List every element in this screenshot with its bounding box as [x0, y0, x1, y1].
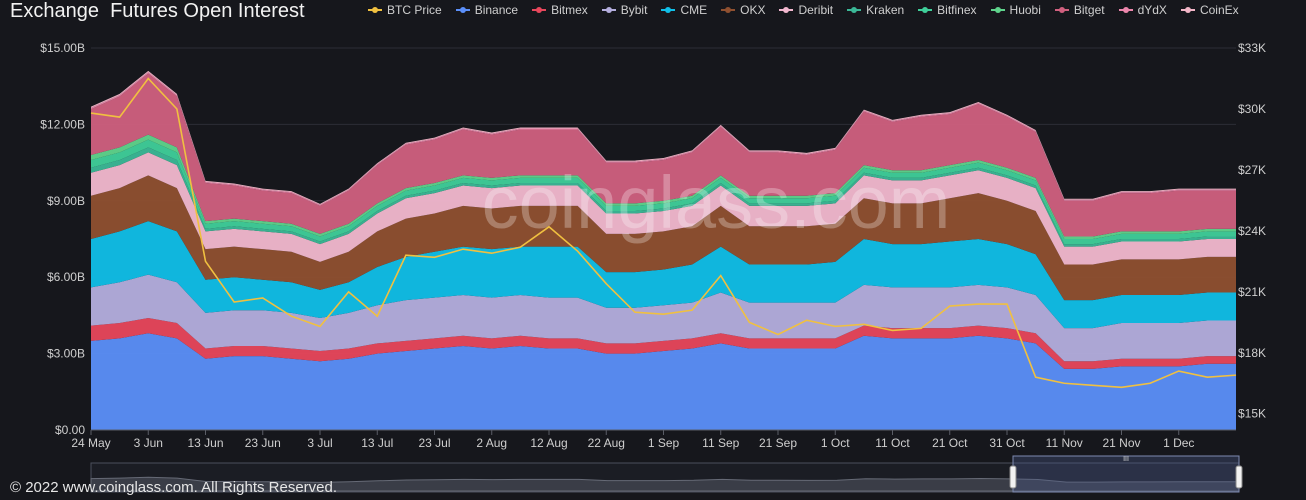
x-tick-label: 21 Oct	[932, 436, 968, 450]
legend-marker-icon	[601, 7, 616, 13]
x-tick-label: 31 Oct	[989, 436, 1025, 450]
btc-price-line	[90, 77, 1237, 389]
y-axis-left: $0.00 $3.00B $6.00B $9.00B $12.00B $15.00B	[40, 41, 85, 437]
legend-item-bitfinex[interactable]: Bitfinex	[918, 3, 977, 17]
legend-item-bitmex[interactable]: Bitmex	[532, 3, 588, 17]
y-tick-left: $12.00B	[40, 117, 85, 131]
navigator-drag-handle[interactable]: III	[1123, 456, 1129, 463]
legend-marker-icon	[1118, 7, 1133, 13]
legend-marker-icon	[455, 7, 470, 13]
x-tick-label: 11 Sep	[702, 436, 739, 450]
x-tick-label: 23 Jul	[418, 436, 450, 450]
y-tick-left: $6.00B	[47, 270, 85, 284]
x-tick-label: 12 Aug	[530, 436, 567, 450]
legend-label: Bybit	[620, 3, 648, 17]
area-cme	[91, 221, 1236, 329]
legend-label: Bitget	[1073, 3, 1105, 17]
legend-label: OKX	[740, 3, 766, 17]
legend-label: dYdX	[1137, 3, 1167, 17]
y-tick-right: $21K	[1238, 285, 1266, 299]
area-okx	[91, 175, 1236, 301]
legend-marker-icon	[721, 7, 736, 13]
legend-label: Bitmex	[551, 3, 588, 17]
legend-marker-icon	[532, 7, 547, 13]
legend-item-okx[interactable]: OKX	[721, 3, 765, 17]
chart-title: Exchange Futures Open Interest	[10, 0, 305, 22]
x-tick-label: 13 Jul	[361, 436, 393, 450]
legend-label: BTC Price	[387, 3, 442, 17]
legend-label: Binance	[474, 3, 519, 17]
legend-marker-icon	[1054, 7, 1069, 13]
navigator-left-handle[interactable]	[1009, 465, 1017, 489]
x-tick-label: 22 Aug	[588, 436, 625, 450]
y-tick-right: $33K	[1238, 41, 1266, 55]
legend-marker-icon	[779, 7, 794, 13]
legend-item-btc-price[interactable]: BTC Price	[368, 3, 442, 17]
area-dydx	[91, 72, 1236, 206]
legend-item-dydx[interactable]: dYdX	[1118, 3, 1167, 17]
area-bybit	[91, 274, 1236, 362]
legend-item-kraken[interactable]: Kraken	[847, 3, 904, 17]
legend-marker-icon	[1180, 7, 1195, 13]
legend-marker-icon	[918, 7, 933, 13]
legend-label: Huobi	[1009, 3, 1041, 17]
navigator-mini-series	[90, 476, 1240, 492]
navigator-right-handle[interactable]	[1235, 465, 1243, 489]
y-tick-right: $18K	[1238, 346, 1266, 360]
legend-marker-icon	[847, 7, 862, 13]
legend-label: CoinEx	[1199, 3, 1239, 17]
legend-label: Kraken	[866, 3, 905, 17]
watermark: coinglass.com	[482, 161, 951, 244]
legend-marker-icon	[661, 7, 676, 13]
y-tick-right: $27K	[1238, 163, 1266, 177]
legend-item-huobi[interactable]: Huobi	[990, 3, 1041, 17]
area-bitmex	[91, 317, 1236, 369]
legend-item-bybit[interactable]: Bybit	[601, 3, 648, 17]
area-deribit	[91, 152, 1236, 265]
x-tick-label: 11 Nov	[1046, 436, 1083, 450]
stacked-area-series	[91, 70, 1236, 430]
x-tick-label: 1 Oct	[821, 436, 850, 450]
y-tick-left: $0.00	[55, 423, 85, 437]
x-tick-label: 13 Jun	[187, 436, 223, 450]
range-navigator: III	[90, 455, 1243, 493]
legend-label: Deribit	[798, 3, 834, 17]
x-tick-label: 23 Jun	[245, 436, 281, 450]
legend-item-deribit[interactable]: Deribit	[779, 3, 833, 17]
y-tick-left: $9.00B	[47, 194, 85, 208]
y-tick-right: $24K	[1238, 224, 1266, 238]
y-axis-right: $15K $18K $21K $24K $27K $30K $33K	[1238, 41, 1266, 421]
y-tick-right: $15K	[1238, 407, 1266, 421]
legend-item-coinex[interactable]: CoinEx	[1180, 3, 1239, 17]
y-tick-right: $30K	[1238, 102, 1266, 116]
navigator-selected-range[interactable]	[1012, 455, 1240, 493]
area-coinex	[91, 70, 1236, 205]
x-tick-label: 1 Dec	[1163, 436, 1194, 450]
x-axis: 24 May 3 Jun 13 Jun 23 Jun 3 Jul 13 Jul 23 Jul…	[71, 429, 1236, 450]
area-binance	[91, 333, 1236, 430]
x-tick-label: 3 Jun	[134, 436, 163, 450]
x-tick-label: 1 Sep	[648, 436, 680, 450]
btc-price-path	[90, 77, 1237, 389]
legend-item-bitget[interactable]: Bitget	[1054, 3, 1105, 17]
chart-legend: BTC Price Binance Bitmex Bybit CME OKX Deribit…	[368, 3, 1239, 17]
legend-marker-icon	[368, 7, 382, 13]
x-tick-label: 3 Jul	[307, 436, 332, 450]
x-tick-label: 21 Nov	[1102, 436, 1140, 450]
y-tick-left: $3.00B	[47, 347, 85, 361]
legend-label: Bitfinex	[937, 3, 977, 17]
y-tick-left: $15.00B	[40, 41, 85, 55]
legend-label: CME	[680, 3, 708, 17]
x-tick-label: 2 Aug	[476, 436, 507, 450]
x-tick-label: 21 Sep	[759, 436, 797, 450]
legend-item-cme[interactable]: CME	[661, 3, 707, 17]
legend-marker-icon	[990, 7, 1005, 13]
x-tick-label: 24 May	[71, 436, 110, 450]
x-tick-label: 11 Oct	[875, 436, 910, 450]
legend-item-binance[interactable]: Binance	[455, 3, 519, 17]
copyright-footer: © 2022 www.coinglass.com. All Rights Res…	[10, 479, 338, 496]
